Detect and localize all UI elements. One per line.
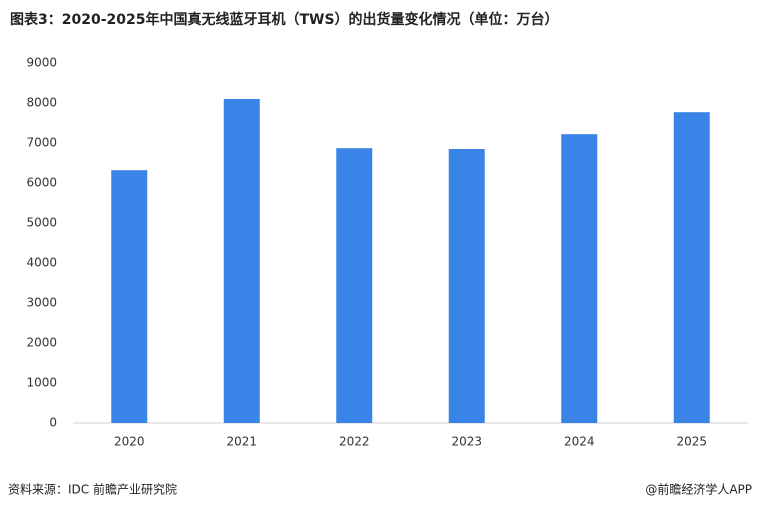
bar xyxy=(111,170,148,423)
x-tick-label: 2023 xyxy=(451,435,482,449)
y-tick-label: 2000 xyxy=(26,336,57,350)
credit: @前瞻经济学人APP xyxy=(645,482,752,497)
x-tick-label: 2024 xyxy=(564,435,595,449)
x-tick-label: 2020 xyxy=(114,435,145,449)
y-tick-label: 1000 xyxy=(26,376,57,390)
bar xyxy=(448,149,485,423)
y-tick-label: 8000 xyxy=(26,96,57,110)
x-tick-label: 2025 xyxy=(676,435,707,449)
y-tick-label: 4000 xyxy=(26,256,57,270)
y-tick-label: 7000 xyxy=(26,136,57,150)
source-note: 资料来源：IDC 前瞻产业研究院 xyxy=(8,482,177,497)
y-tick-label: 0 xyxy=(49,416,57,430)
bar xyxy=(561,134,598,423)
y-tick-label: 5000 xyxy=(26,216,57,230)
y-tick-label: 9000 xyxy=(26,56,57,70)
y-tick-label: 6000 xyxy=(26,176,57,190)
bar xyxy=(336,148,373,423)
bar xyxy=(223,99,260,423)
x-tick-label: 2021 xyxy=(226,435,257,449)
chart-title: 图表3：2020-2025年中国真无线蓝牙耳机（TWS）的出货量变化情况（单位：… xyxy=(10,11,559,28)
x-tick-label: 2022 xyxy=(339,435,370,449)
bar xyxy=(673,112,710,423)
y-tick-label: 3000 xyxy=(26,296,57,310)
